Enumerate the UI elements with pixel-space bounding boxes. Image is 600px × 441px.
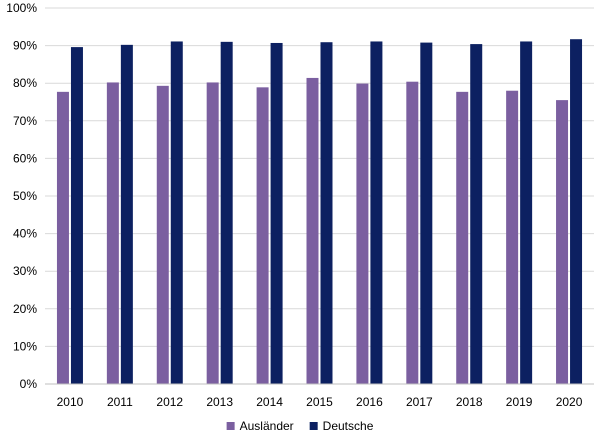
y-tick-label: 90% bbox=[13, 39, 37, 53]
bar-deutsche bbox=[70, 47, 83, 384]
bar-deutsche bbox=[520, 41, 533, 385]
x-tick-label: 2019 bbox=[506, 395, 533, 409]
x-axis-tick-labels: 2010 2011 2012 2013 2014 2015 2016 2017 2018 2019… bbox=[57, 395, 583, 409]
y-tick-label: 70% bbox=[13, 114, 37, 128]
y-tick-label: 30% bbox=[13, 264, 37, 278]
bar-ausl-nder bbox=[356, 83, 369, 385]
bar-ausl-nder bbox=[256, 87, 269, 384]
legend-swatch bbox=[226, 422, 235, 430]
bar-ausl-nder bbox=[206, 82, 219, 384]
legend: Ausländer Deutsche bbox=[226, 419, 374, 433]
x-tick-label: 2016 bbox=[356, 395, 383, 409]
bar-deutsche bbox=[570, 39, 583, 384]
bar-ausl-nder bbox=[456, 91, 469, 385]
legend-swatch bbox=[309, 422, 318, 430]
bar-ausl-nder bbox=[156, 85, 169, 384]
legend-label: Deutsche bbox=[323, 419, 374, 433]
y-tick-label: 40% bbox=[13, 227, 37, 241]
x-tick-label: 2018 bbox=[456, 395, 483, 409]
gridlines bbox=[45, 7, 594, 347]
x-tick-label: 2010 bbox=[57, 395, 84, 409]
y-axis-tick-labels: 0% 10% 20% 30% 40% 50% 60% 70% 80% 90% 100% bbox=[6, 1, 37, 391]
y-tick-label: 0% bbox=[20, 377, 38, 391]
x-tick-label: 2012 bbox=[156, 395, 183, 409]
y-tick-label: 50% bbox=[13, 189, 37, 203]
y-tick-label: 20% bbox=[13, 302, 37, 316]
bar-ausl-nder bbox=[556, 100, 569, 385]
y-tick-label: 10% bbox=[13, 339, 37, 353]
x-tick-label: 2020 bbox=[556, 395, 583, 409]
bar-deutsche bbox=[470, 44, 483, 384]
y-tick-label: 80% bbox=[13, 76, 37, 90]
legend-label: Ausländer bbox=[240, 419, 294, 433]
bar-ausl-nder bbox=[406, 81, 419, 385]
x-tick-label: 2014 bbox=[256, 395, 283, 409]
y-tick-label: 60% bbox=[13, 151, 37, 165]
x-tick-label: 2013 bbox=[206, 395, 233, 409]
bars bbox=[56, 39, 583, 385]
bar-deutsche bbox=[420, 42, 433, 384]
bar-deutsche bbox=[270, 42, 283, 385]
bar-deutsche bbox=[220, 41, 233, 385]
x-tick-label: 2017 bbox=[406, 395, 433, 409]
x-tick-label: 2015 bbox=[306, 395, 333, 409]
bar-deutsche bbox=[370, 41, 383, 385]
bar-deutsche bbox=[120, 44, 133, 385]
bar-ausl-nder bbox=[306, 77, 319, 384]
y-tick-label: 100% bbox=[6, 1, 37, 15]
bar-ausl-nder bbox=[56, 91, 69, 385]
bar-ausl-nder bbox=[106, 82, 119, 384]
bar-deutsche bbox=[320, 42, 333, 384]
bar-ausl-nder bbox=[506, 90, 519, 384]
bar-deutsche bbox=[170, 41, 183, 385]
x-tick-label: 2011 bbox=[107, 395, 133, 409]
